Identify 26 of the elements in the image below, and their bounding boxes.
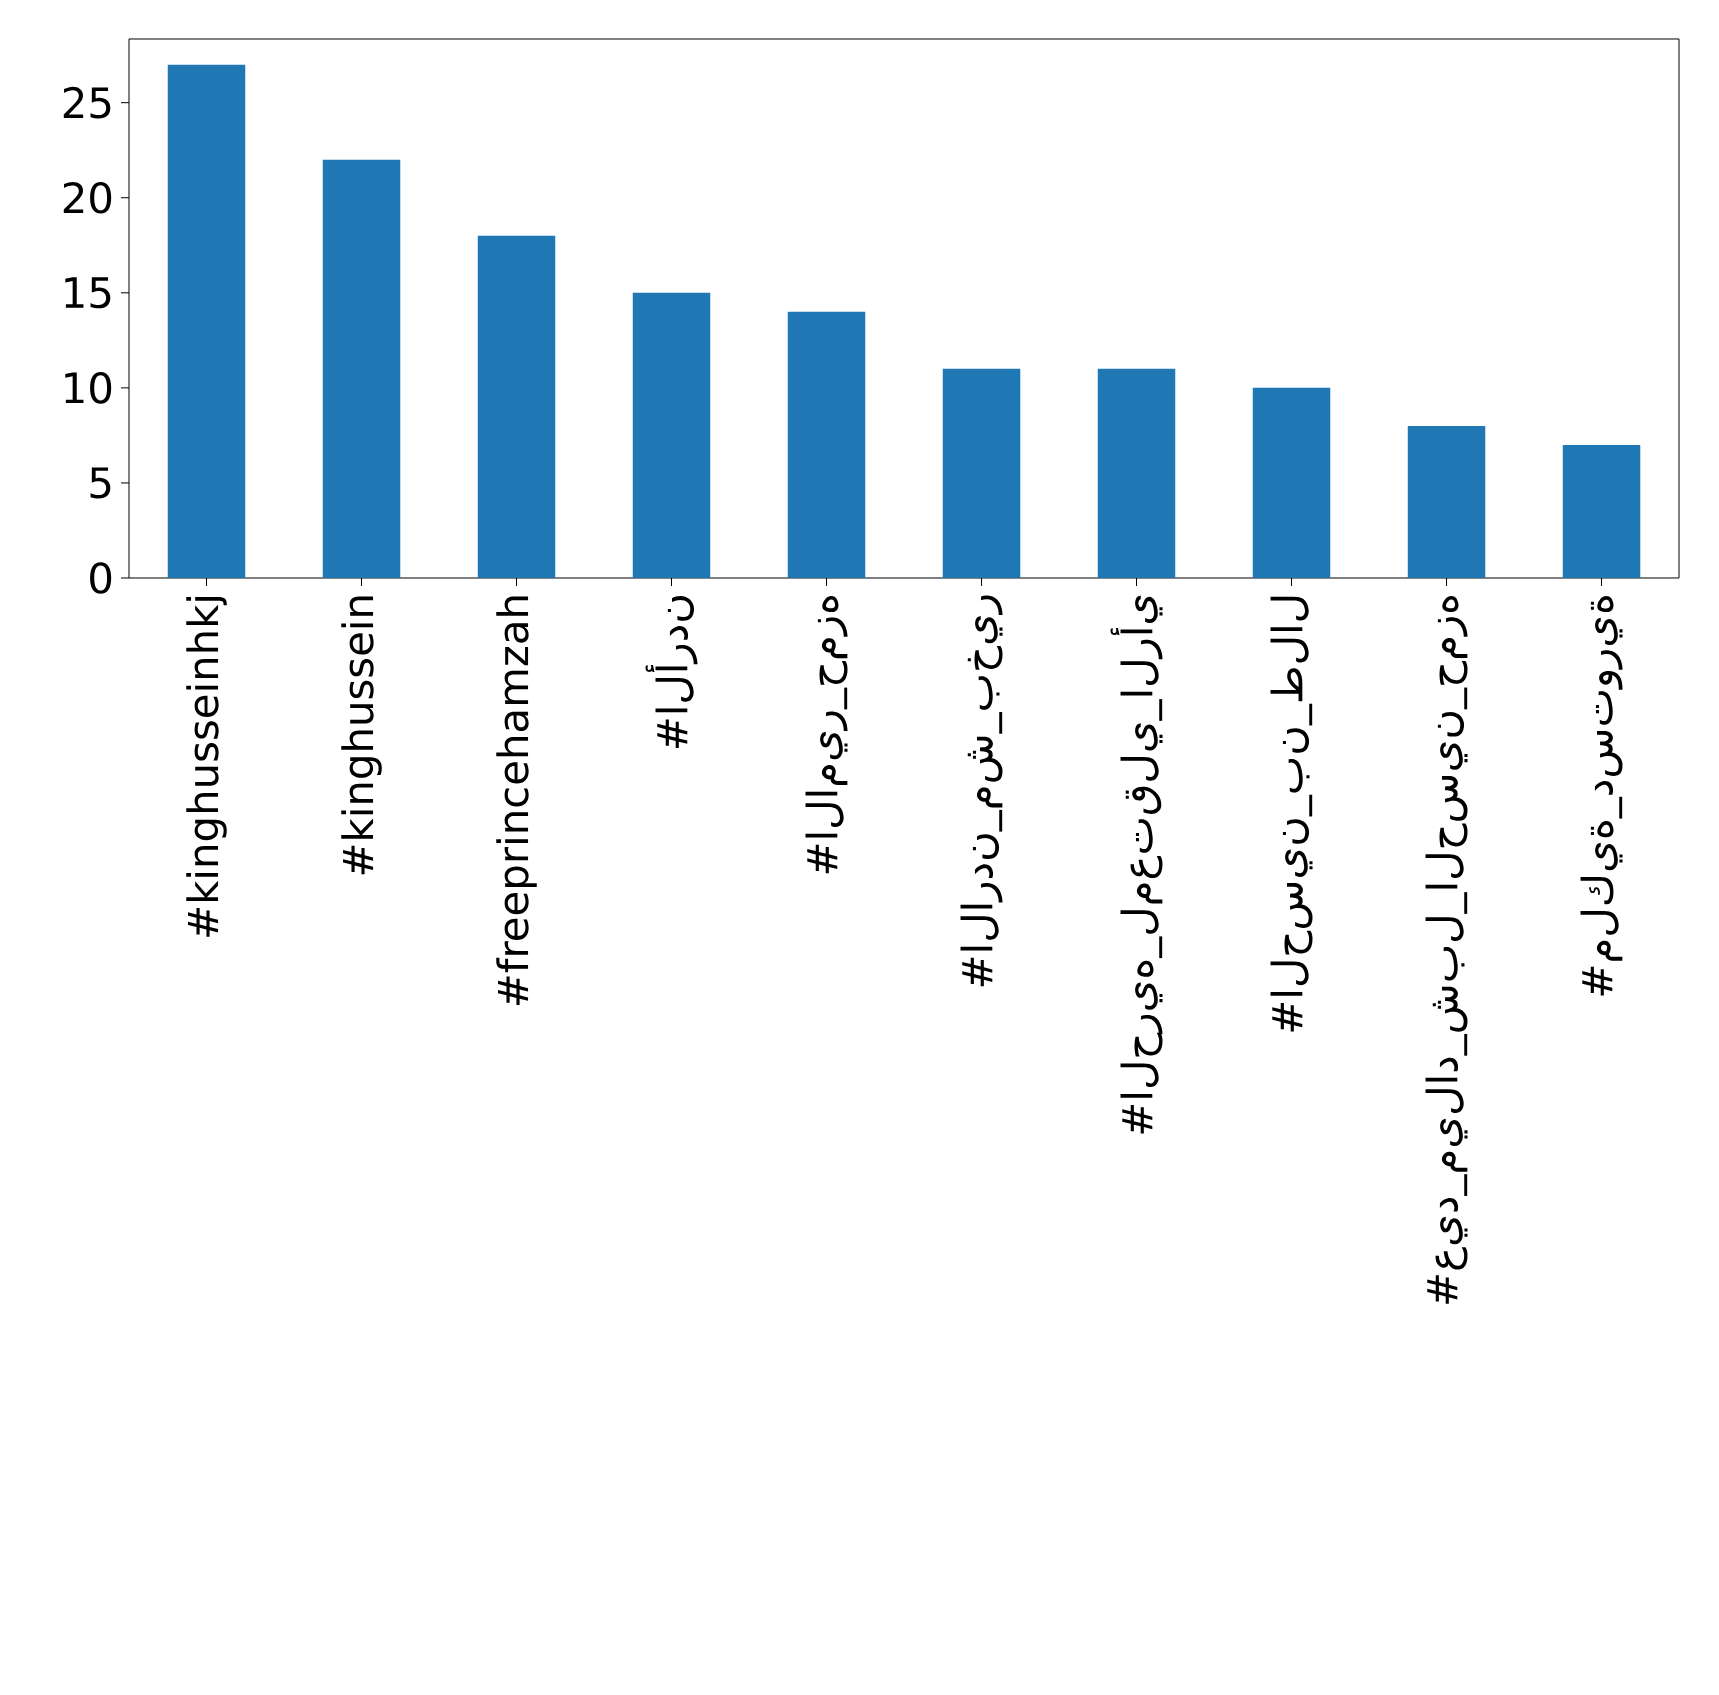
x-tick-label: #الحريه_لمعتقلي_الرأي xyxy=(1110,595,1163,1134)
bar xyxy=(942,368,1021,578)
x-tick-label: #الاردن_مش_بخير xyxy=(960,595,1003,987)
bar xyxy=(477,235,556,578)
bar xyxy=(787,311,866,578)
bar xyxy=(1097,368,1176,578)
y-tick-label: 10 xyxy=(65,372,112,404)
x-tick-label: #freeprincehamzah xyxy=(496,596,537,1006)
bar xyxy=(1562,444,1641,578)
x-tick-label: #الأردن xyxy=(645,596,698,749)
bar xyxy=(322,159,401,578)
bar xyxy=(632,292,711,578)
x-tick-label: #الامير_حمزه xyxy=(805,595,848,874)
y-tick-label: 25 xyxy=(63,86,111,119)
bar xyxy=(1407,425,1486,578)
x-tick-label: #الحسين_بن_طلال xyxy=(1270,596,1313,1032)
y-tick-label: 15 xyxy=(65,277,111,309)
y-tick-label: 5 xyxy=(90,467,111,499)
bar xyxy=(167,64,246,578)
x-tick-label: #kinghusseinhkj xyxy=(186,596,227,937)
x-tick-label: #ملكية_دستورية xyxy=(1580,595,1623,996)
y-tick-label: 0 xyxy=(90,562,112,594)
bar xyxy=(1252,387,1331,578)
x-tick-label: #عيد_ميلاد_شبل_الحسين_حمزه xyxy=(1425,595,1468,1304)
y-tick-label: 20 xyxy=(63,181,112,214)
x-tick-label: #kinghussein xyxy=(341,596,382,875)
